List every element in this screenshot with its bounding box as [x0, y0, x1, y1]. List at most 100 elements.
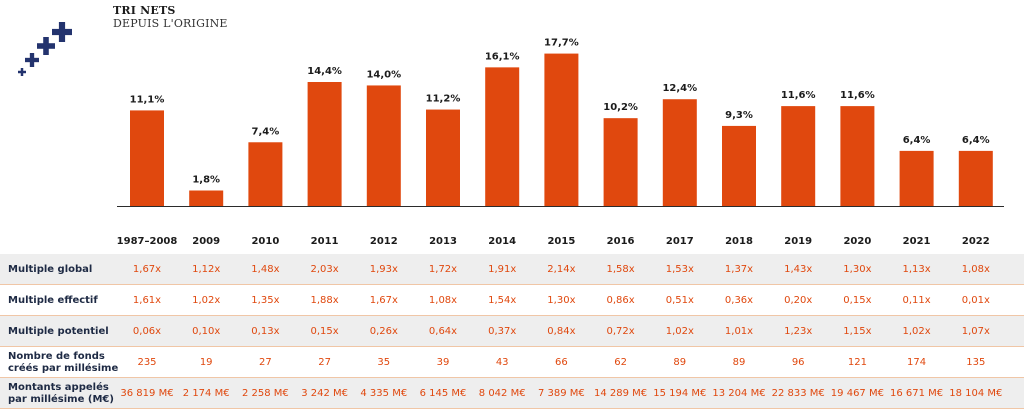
row-label: Multiple effectif — [8, 294, 98, 306]
bar-5 — [426, 109, 460, 206]
table-cell: 1,37x — [724, 264, 754, 275]
table-cell: 0,20x — [784, 295, 813, 306]
table-row: Multiple potentiel 0,06x 0,10x 0,13x 0,15x 0,… — [0, 316, 1024, 347]
table-cell: 1,23x — [784, 326, 813, 337]
table-cell: 27 — [259, 357, 272, 368]
data-label-0: 11,1% — [130, 94, 165, 105]
table-cell: 1,67x — [132, 264, 162, 275]
table-cell: 66 — [555, 357, 568, 368]
x-tick-label-5: 2013 — [429, 236, 457, 247]
chart-title: TRI NETS — [113, 4, 176, 17]
table-cell: 62 — [614, 357, 627, 368]
table-cell: 0,10x — [192, 326, 221, 337]
table-cell: 174 — [907, 357, 927, 368]
row-divider — [0, 377, 1024, 378]
x-tick-label-0: 1987–2008 — [117, 236, 178, 247]
x-tick-label-1: 2009 — [192, 236, 220, 247]
table-cell: 0,06x — [132, 326, 162, 337]
table-cell: 0,72x — [606, 326, 635, 337]
data-label-12: 11,6% — [840, 90, 875, 101]
table-row: Montants appelés par millésime (M€) 36 81… — [0, 378, 1024, 409]
data-label-11: 11,6% — [781, 90, 816, 101]
table-cell: 96 — [791, 357, 805, 368]
table-cell: 1,67x — [369, 295, 398, 306]
bar-9 — [662, 99, 697, 206]
bar-3 — [307, 82, 342, 206]
data-label-7: 17,7% — [544, 38, 579, 49]
table-cell: 2,14x — [547, 264, 576, 275]
table-cell: 8 042 M€ — [478, 388, 526, 399]
data-label-3: 14,4% — [307, 66, 342, 77]
table-cell: 0,64x — [428, 326, 458, 337]
bar-6 — [485, 67, 520, 206]
table-row: Multiple global 1,67x 1,12x 1,48x 2,03x 1,93x… — [0, 254, 1024, 285]
table-cell: 35 — [377, 357, 391, 368]
table-cell: 1,30x — [547, 295, 576, 306]
bar-11 — [781, 106, 816, 206]
table-cell: 43 — [495, 357, 509, 368]
data-label-5: 11,2% — [426, 94, 461, 105]
bar-chart: 11,1% 1,8% 7,4% 14,4% 14,0% 11,2% 16,1% 17,7% 10… — [117, 38, 1004, 247]
table-cell: 1,88x — [310, 295, 339, 306]
table-cell: 1,53x — [665, 264, 694, 275]
table-cell: 13 204 M€ — [712, 388, 766, 399]
bar-7 — [544, 53, 579, 207]
table-cell: 4 335 M€ — [360, 388, 408, 399]
table-cell: 0,51x — [665, 295, 694, 306]
table-cell: 1,48x — [251, 264, 280, 275]
x-tick-label-6: 2014 — [488, 236, 516, 247]
x-tick-label-3: 2011 — [311, 236, 339, 247]
table-cell: 1,72x — [428, 264, 458, 275]
x-tick-label-7: 2015 — [547, 236, 575, 247]
table-cell: 1,93x — [369, 264, 398, 275]
data-label-9: 12,4% — [662, 83, 697, 94]
table-cell: 0,36x — [724, 295, 754, 306]
table-cell: 39 — [436, 357, 450, 368]
table-cell: 0,11x — [902, 295, 931, 306]
table-cell: 135 — [966, 357, 986, 368]
data-label-13: 6,4% — [903, 135, 931, 146]
table-cell: 18 104 M€ — [949, 388, 1003, 399]
bar-4 — [366, 85, 401, 206]
table-cell: 1,08x — [961, 264, 990, 275]
table-cell: 2 174 M€ — [182, 388, 230, 399]
bar-10 — [722, 125, 756, 206]
table-cell: 19 467 M€ — [830, 388, 884, 399]
table-cell: 1,02x — [902, 326, 931, 337]
table-cell: 89 — [732, 357, 746, 368]
table-cell: 7 389 M€ — [537, 388, 585, 399]
table-cell: 0,37x — [488, 326, 517, 337]
table-cell: 16 671 M€ — [890, 388, 944, 399]
row-label: Multiple potentiel — [8, 325, 109, 337]
row-divider — [0, 315, 1024, 316]
bar-12 — [840, 106, 875, 206]
x-tick-label-8: 2016 — [607, 236, 635, 247]
x-tick-label-10: 2018 — [725, 236, 753, 247]
data-label-1: 1,8% — [192, 175, 220, 186]
data-label-2: 7,4% — [252, 126, 280, 137]
bar-0 — [130, 110, 164, 206]
row-divider — [0, 408, 1024, 409]
table-cell: 1,35x — [251, 295, 280, 306]
table-cell: 1,07x — [961, 326, 990, 337]
table-cell: 1,01x — [724, 326, 754, 337]
table-cell: 121 — [847, 357, 867, 368]
table-cell: 1,30x — [843, 264, 872, 275]
table-cell: 1,61x — [132, 295, 162, 306]
table-cell: 19 — [199, 357, 213, 368]
x-tick-label-14: 2022 — [962, 236, 990, 247]
row-label: Multiple global — [8, 263, 93, 275]
table-cell: 1,58x — [606, 264, 635, 275]
table-cell: 0,26x — [369, 326, 398, 337]
row-divider — [0, 346, 1024, 347]
plus-cluster-icon — [18, 22, 72, 76]
table-cell: 2 258 M€ — [241, 388, 289, 399]
row-divider — [0, 284, 1024, 285]
table-cell: 1,91x — [488, 264, 517, 275]
x-tick-label-12: 2020 — [843, 236, 871, 247]
table-cell: 0,01x — [961, 295, 990, 306]
data-label-10: 9,3% — [725, 110, 753, 121]
table-cell: 6 145 M€ — [419, 388, 467, 399]
bar-8 — [603, 118, 638, 206]
x-tick-label-9: 2017 — [666, 236, 694, 247]
